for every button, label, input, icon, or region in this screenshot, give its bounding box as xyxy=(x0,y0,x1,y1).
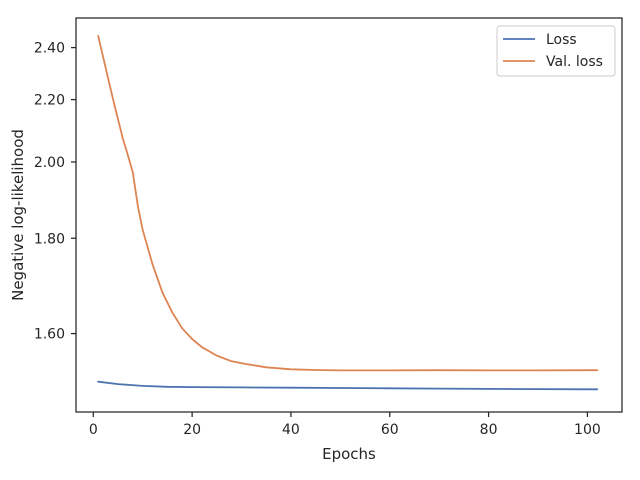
y-tick-label: 1.80 xyxy=(34,231,65,247)
legend-label-loss: Loss xyxy=(546,32,577,48)
plot-frame xyxy=(75,17,623,413)
y-tick-label: 2.20 xyxy=(34,93,65,109)
legend-label-val-loss: Val. loss xyxy=(546,54,603,70)
series-line-loss xyxy=(97,380,599,391)
tick-layer: 0 20 40 60 80 100 1.60 1.80 2.00 2.20 2.40 xyxy=(34,41,601,438)
y-tick-label: 2.40 xyxy=(34,41,65,57)
x-tick-label: 80 xyxy=(480,422,498,438)
x-tick-label: 20 xyxy=(183,422,201,438)
x-axis-label: Epochs xyxy=(322,445,376,463)
x-tick-label: 40 xyxy=(282,422,300,438)
x-tick-label: 0 xyxy=(89,422,98,438)
y-tick-label: 1.60 xyxy=(34,327,65,343)
legend: Loss Val. loss xyxy=(496,25,616,77)
plot-area xyxy=(76,18,622,412)
y-axis-label: Negative log-likelihood xyxy=(9,129,27,301)
x-tick-label: 60 xyxy=(381,422,399,438)
series-line-val-loss xyxy=(97,35,599,372)
x-tick-label: 100 xyxy=(574,422,601,438)
series-layer xyxy=(97,35,599,391)
y-tick-label: 2.00 xyxy=(34,155,65,171)
